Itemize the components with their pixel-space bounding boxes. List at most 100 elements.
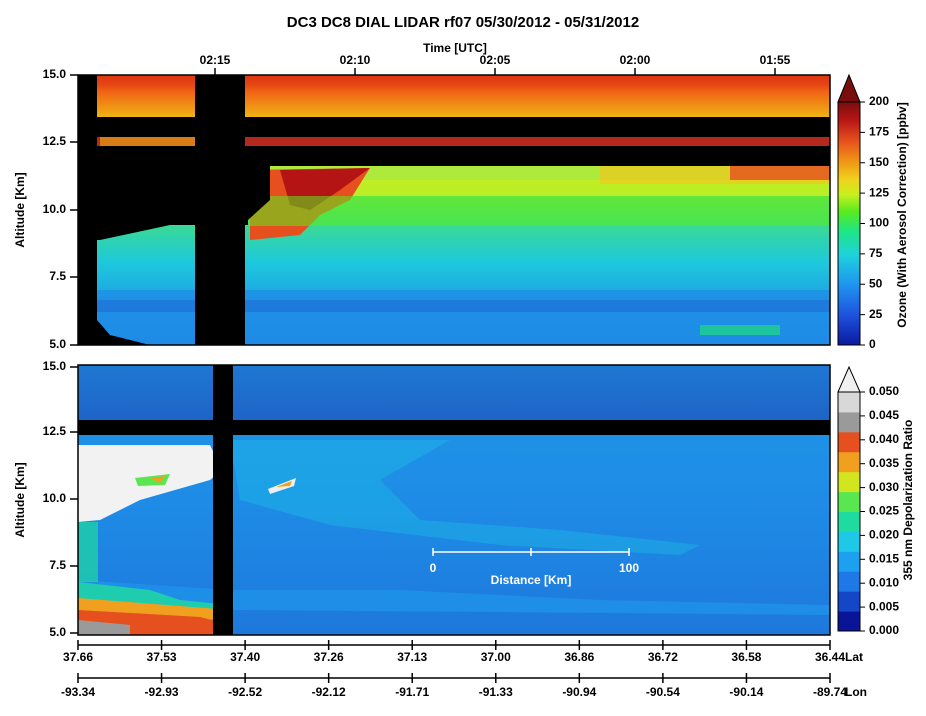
lat-axis: 37.66 37.53 37.40 37.26 37.13 37.00 36.86 36.72… xyxy=(63,640,863,664)
ozone-y-tick-label: 7.5 xyxy=(49,269,66,283)
depol-colorbar-tick-label: 0.015 xyxy=(869,551,899,565)
ozone-panel xyxy=(77,74,831,346)
depol-y-tick-label: 7.5 xyxy=(49,558,66,572)
depol-aerosol-gray xyxy=(78,620,130,635)
ozone-y-tick-label: 10.0 xyxy=(43,202,67,216)
ozone-missing-column xyxy=(195,75,245,345)
depol-colorbar-segment xyxy=(838,491,860,512)
ozone-colorbar-tick-label: 0 xyxy=(869,337,876,351)
depol-colorbar-segment xyxy=(838,611,860,632)
distance-scale-bar: 0 100 Distance [Km] xyxy=(430,548,639,587)
depol-colorbar-tick-label: 0.040 xyxy=(869,432,899,446)
depol-small-cloud-core xyxy=(276,481,292,487)
depol-colorbar-segment xyxy=(838,471,860,493)
ozone-colorbar-tick-label: 175 xyxy=(869,125,889,139)
lat-tick-label: 37.53 xyxy=(147,650,177,664)
depol-colorbar-tick-label: 0.000 xyxy=(869,623,899,637)
time-axis-label: Time [UTC] xyxy=(423,41,487,55)
lon-tick-label: -92.93 xyxy=(145,685,179,699)
depol-y-axis-label: Altitude [Km] xyxy=(13,462,27,537)
chart-title: DC3 DC8 DIAL LIDAR rf07 05/30/2012 - 05/… xyxy=(287,14,639,31)
depol-panel xyxy=(77,364,831,636)
ozone-green-patch-low xyxy=(700,325,780,335)
depol-colorbar-tick-label: 0.030 xyxy=(869,480,899,494)
lat-tick-label: 37.66 xyxy=(63,650,93,664)
depol-colorbar-tick-label: 0.045 xyxy=(869,408,899,422)
ozone-y-tick-label: 5.0 xyxy=(49,337,66,351)
depol-y-tick-label: 15.0 xyxy=(43,359,67,373)
ozone-missing-left-edge xyxy=(78,75,97,345)
ozone-y-axis: Altitude [Km] 5.0 7.5 10.0 12.5 15.0 xyxy=(13,67,78,351)
ozone-red-patch-right xyxy=(730,166,830,180)
depol-colorbar-segment xyxy=(838,411,860,433)
depol-colorbar-tick-label: 0.020 xyxy=(869,528,899,542)
ozone-high-strip xyxy=(78,137,830,146)
depol-cloud-edge-orange xyxy=(150,476,165,483)
scale-bar-end: 100 xyxy=(619,561,639,575)
depol-colorbar-tick-label: 0.010 xyxy=(869,575,899,589)
ozone-upper-band-top xyxy=(78,75,830,85)
depol-y-tick-label: 12.5 xyxy=(43,424,67,438)
lon-axis: -93.34 -92.93 -92.52 -92.12 -91.71 -91.33 -90.… xyxy=(61,673,867,699)
depol-panel-frame xyxy=(77,364,831,636)
ozone-colorbar-tick-label: 50 xyxy=(869,276,883,290)
ozone-colorbar-tick-label: 150 xyxy=(869,155,889,169)
time-tick-label: 01:55 xyxy=(760,53,791,67)
ozone-colorbar-label: Ozone (With Aerosol Correction) [ppbv] xyxy=(895,102,909,327)
lon-axis-label: Lon xyxy=(845,685,867,699)
time-axis: Time [UTC] 02:15 02:10 02:05 02:00 01:55 xyxy=(200,41,791,75)
scale-bar-start: 0 xyxy=(430,561,437,575)
depol-colorbar-label: 355 nm Depolarization Ratio xyxy=(901,420,915,581)
depol-y-tick-label: 5.0 xyxy=(49,625,66,639)
time-tick-label: 02:05 xyxy=(480,53,511,67)
ozone-colorbar-arrow xyxy=(837,73,861,103)
ozone-colorbar-tick-label: 100 xyxy=(869,216,889,230)
depol-colorbar-tick-label: 0.005 xyxy=(869,599,899,613)
depol-colorbar-segment xyxy=(838,591,860,612)
depol-colorbar-segment xyxy=(838,392,860,413)
ozone-blue-layer xyxy=(78,300,830,312)
lon-tick-label: -91.33 xyxy=(479,685,513,699)
lat-tick-label: 37.13 xyxy=(397,650,427,664)
ozone-colorbar-tick-label: 125 xyxy=(869,185,889,199)
ozone-y-tick-label: 12.5 xyxy=(43,134,67,148)
ozone-y-tick-label: 15.0 xyxy=(43,67,67,81)
time-tick-label: 02:00 xyxy=(620,53,651,67)
lat-axis-label: Lat xyxy=(845,650,863,664)
depol-colorbar-segment xyxy=(838,531,860,552)
lon-tick-label: -93.34 xyxy=(61,685,95,699)
depol-colorbar-segment xyxy=(838,511,860,532)
depol-layer-structure xyxy=(230,440,700,555)
depol-colorbar-segment xyxy=(838,451,860,473)
ozone-high-strip-accent xyxy=(100,137,240,146)
depol-colorbar: 0.000 0.005 0.010 0.015 0.020 0.025 0.030 0.035… xyxy=(837,365,915,637)
depol-upper-noise-band xyxy=(78,365,830,420)
lat-tick-label: 36.86 xyxy=(564,650,594,664)
lat-tick-label: 37.26 xyxy=(314,650,344,664)
lon-tick-label: -92.52 xyxy=(228,685,262,699)
depol-left-edge-green xyxy=(78,522,98,582)
depol-colorbar-segment xyxy=(838,431,860,453)
ozone-y-axis-label: Altitude [Km] xyxy=(13,172,27,247)
lon-tick-label: -89.74 xyxy=(813,685,847,699)
depol-colorbar-tick-label: 0.050 xyxy=(869,384,899,398)
depol-colorbar-segment xyxy=(838,551,860,572)
lat-tick-label: 37.00 xyxy=(481,650,511,664)
ozone-colorbar-tick-label: 200 xyxy=(869,94,889,108)
depol-y-tick-label: 10.0 xyxy=(43,491,67,505)
ozone-colorbar-tick-label: 75 xyxy=(869,246,883,260)
ozone-colorbar: 0 25 50 75 100 125 150 175 200 Ozone (With Aeros… xyxy=(837,73,909,351)
ozone-colorbar-tick-label: 25 xyxy=(869,307,883,321)
depol-colorbar-segment xyxy=(838,571,860,592)
depol-colorbar-tick-label: 0.035 xyxy=(869,456,899,470)
depol-colorbar-tick-label: 0.025 xyxy=(869,504,899,518)
scale-bar-label: Distance [Km] xyxy=(491,573,572,587)
time-tick-label: 02:10 xyxy=(340,53,371,67)
ozone-missing-band-lower xyxy=(78,146,830,166)
lon-tick-label: -90.54 xyxy=(646,685,680,699)
ozone-missing-bottom-left xyxy=(97,320,150,345)
lon-tick-label: -92.12 xyxy=(312,685,346,699)
lon-tick-label: -90.94 xyxy=(562,685,596,699)
lat-tick-label: 36.58 xyxy=(731,650,761,664)
ozone-colorbar-bar xyxy=(837,101,861,346)
